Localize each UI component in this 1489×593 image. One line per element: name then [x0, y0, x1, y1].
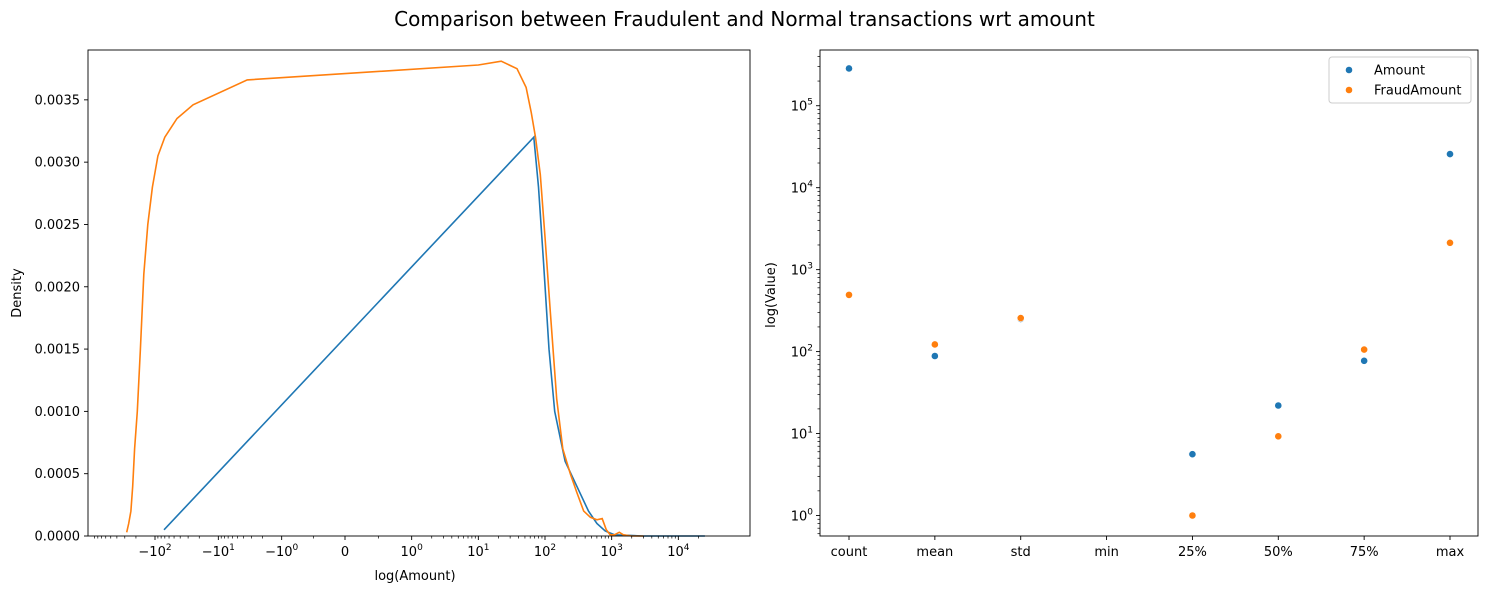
- x-tick-label: −101: [202, 543, 235, 560]
- point-amount-mean: [930, 352, 939, 360]
- y-tick-label: 0.0015: [35, 343, 81, 358]
- y-tick-label: 0.0010: [35, 405, 81, 420]
- y-tick-label: 0.0035: [35, 93, 81, 108]
- y-tick-label: 102: [791, 344, 813, 361]
- x-tick-label: 104: [667, 543, 690, 560]
- x-tick-label: 101: [467, 543, 489, 560]
- y-tick-label: 0.0025: [35, 218, 81, 233]
- x-tick-label: count: [831, 545, 868, 560]
- y-tick-label: 0.0000: [35, 530, 81, 545]
- x-tick-label: −100: [265, 543, 298, 560]
- kde-line-fraud: [125, 60, 644, 537]
- kde-x-axis-label: log(Amount): [374, 569, 455, 584]
- point-fraudamount-std: [1016, 314, 1025, 322]
- y-tick-label: 103: [791, 262, 813, 279]
- point-fraudamount-max: [1446, 238, 1454, 247]
- legend: Amount FraudAmount: [1328, 56, 1472, 104]
- point-fraudamount-25pct: [1188, 511, 1197, 520]
- kde-plot-area: [88, 50, 750, 536]
- point-amount-25pct: [1188, 450, 1197, 459]
- y-tick-label: 0.0020: [35, 280, 81, 295]
- y-tick-label: 101: [791, 426, 813, 443]
- x-tick-label: min: [1094, 545, 1119, 560]
- y-tick-label: 100: [791, 508, 814, 525]
- point-fraudamount-mean: [930, 340, 939, 349]
- kde-y-axis-label: Density: [10, 268, 25, 318]
- x-tick-label: max: [1436, 545, 1465, 560]
- x-tick-label: −102: [138, 543, 171, 560]
- point-fraudamount-75pct: [1360, 345, 1369, 354]
- y-tick-label: 0.0030: [35, 156, 81, 171]
- x-tick-label: 75%: [1350, 545, 1379, 560]
- point-amount-50pct: [1274, 401, 1283, 410]
- point-fraudamount-count: [845, 290, 853, 299]
- x-tick-label: 102: [534, 543, 556, 560]
- point-amount-max: [1446, 150, 1454, 159]
- figure-title: Comparison between Fraudulent and Normal…: [394, 7, 1095, 31]
- scatter-y-axis-label: log(Value): [764, 262, 779, 328]
- legend-label-fraudamount: FraudAmount: [1374, 84, 1461, 99]
- legend-marker-fraudamount: [1345, 86, 1353, 94]
- x-tick-label: 50%: [1264, 545, 1293, 560]
- legend-marker-amount: [1345, 66, 1353, 74]
- kde-frame: [87, 49, 751, 537]
- kde-plot: 0.0000 0.0005 0.0010 0.0015 0.0020 0.0025 0.00…: [10, 49, 751, 584]
- x-tick-label: 100: [401, 543, 424, 560]
- point-amount-count: [845, 64, 853, 73]
- x-tick-label: 0: [341, 545, 349, 560]
- x-tick-label: mean: [916, 545, 953, 560]
- y-tick-label: 105: [791, 98, 813, 115]
- y-tick-label: 0.0005: [35, 467, 81, 482]
- scatter-plot: count mean std min 25% 50% 75% max log(Value) Amo…: [764, 49, 1479, 560]
- scatter-frame: [819, 49, 1479, 537]
- legend-label-amount: Amount: [1374, 64, 1425, 79]
- point-amount-75pct: [1360, 356, 1369, 365]
- x-tick-label: 103: [601, 543, 623, 560]
- y-tick-label: 104: [791, 180, 814, 197]
- x-tick-label: std: [1011, 545, 1031, 560]
- point-fraudamount-50pct: [1274, 432, 1283, 441]
- scatter-plot-area: [820, 50, 1478, 536]
- legend-box: [1328, 56, 1472, 104]
- x-tick-label: 25%: [1178, 545, 1207, 560]
